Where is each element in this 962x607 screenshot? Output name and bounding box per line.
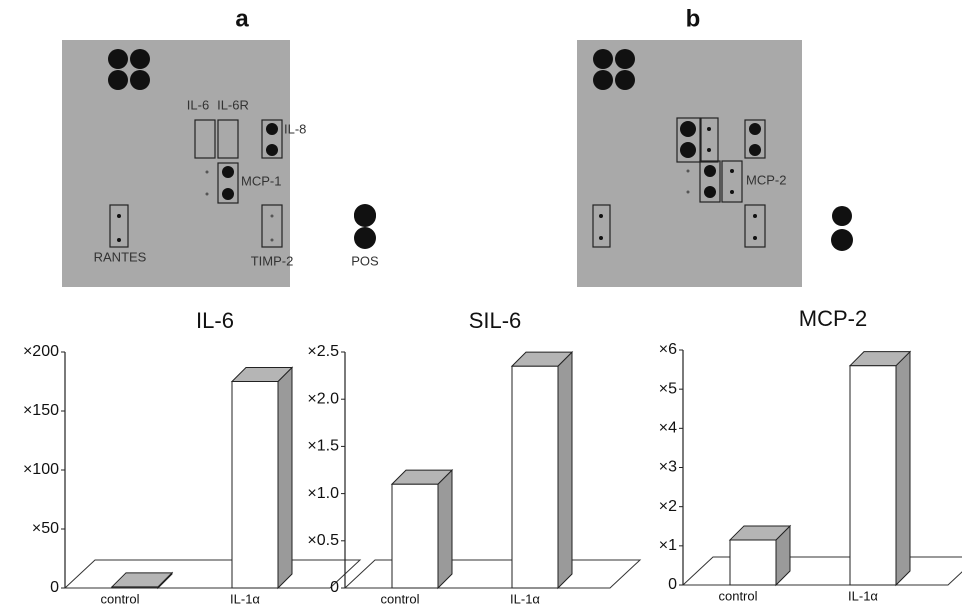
blot-b: b MCP-2 <box>577 5 853 287</box>
y-tick-label: ×1.0 <box>307 485 339 502</box>
floor <box>343 559 642 589</box>
spot-box <box>744 119 766 159</box>
y-tick-label: ×3 <box>659 459 677 476</box>
pos-spot <box>354 227 376 249</box>
y-tick-label: ×200 <box>23 343 59 360</box>
x-tick-label: IL-1α <box>230 591 260 606</box>
chart-title: IL-6 <box>196 308 234 333</box>
bar-top <box>728 525 792 541</box>
y-tick-label: ×1 <box>659 537 677 554</box>
y-tick-label: ×2 <box>659 498 677 515</box>
spot-box <box>676 117 701 163</box>
spot-box <box>592 204 611 248</box>
bar-top <box>848 351 912 367</box>
floor <box>63 559 362 589</box>
spot-box <box>194 119 216 159</box>
y-tick-label: ×4 <box>659 420 677 437</box>
x-tick-label: IL-1α <box>848 588 878 603</box>
spot-label: MCP-1 <box>241 173 281 188</box>
bar-top <box>510 351 574 367</box>
chart-title: MCP-2 <box>799 306 867 331</box>
spot-box <box>217 119 239 159</box>
bar-side <box>437 468 453 590</box>
spot-box <box>261 119 283 159</box>
panel-label: b <box>686 5 701 32</box>
y-tick-label: ×2.0 <box>307 390 339 407</box>
x-tick-label: control <box>100 591 139 606</box>
bar <box>511 365 559 589</box>
bar-side <box>895 350 911 587</box>
bar <box>849 365 897 586</box>
bar-side <box>557 350 573 590</box>
chart-title: SIL-6 <box>469 308 522 333</box>
spot-box <box>699 160 721 203</box>
y-tick-label: ×6 <box>659 341 677 358</box>
y-tick-label: ×1.5 <box>307 438 339 455</box>
bar-top <box>230 367 294 382</box>
spot-box <box>217 162 239 204</box>
pos-spot <box>354 205 376 227</box>
spot-box <box>700 117 719 163</box>
spot-label: IL-6R <box>217 97 249 112</box>
spot-box <box>721 160 743 203</box>
y-tick-label: 0 <box>330 579 339 596</box>
bar-side <box>277 366 293 590</box>
array-membrane <box>62 40 290 287</box>
spots <box>593 49 853 251</box>
y-tick-label: ×150 <box>23 402 59 419</box>
x-tick-label: control <box>380 591 419 606</box>
spot-label: RANTES <box>94 249 147 264</box>
y-tick-label: 0 <box>50 579 59 596</box>
spot-box <box>261 204 283 248</box>
bar-top <box>390 469 454 485</box>
y-tick-label: ×2.5 <box>307 343 339 360</box>
spot-label: POS <box>351 253 379 268</box>
y-tick-label: ×5 <box>659 380 677 397</box>
spot-label: TIMP-2 <box>251 253 294 268</box>
panel-label: a <box>235 5 249 32</box>
y-tick-label: ×50 <box>32 520 59 537</box>
y-tick-label: ×100 <box>23 461 59 478</box>
y-tick-label: 0 <box>668 576 677 593</box>
spot-box <box>744 204 766 248</box>
y-tick-label: ×0.5 <box>307 532 339 549</box>
bar-top <box>110 572 174 588</box>
x-tick-label: control <box>718 588 757 603</box>
blot-a: a IL-6 IL-6R IL-8 MCP-1 RANTES TIMP-2 PO… <box>62 5 379 287</box>
spot-label: MCP-2 <box>746 172 786 187</box>
spot-box <box>109 204 129 248</box>
floor <box>681 556 962 586</box>
bar <box>231 381 279 589</box>
bar <box>729 539 777 586</box>
spot-label: IL-8 <box>284 121 306 136</box>
spot-label: IL-6 <box>187 97 209 112</box>
bar <box>391 483 439 589</box>
x-tick-label: IL-1α <box>510 591 540 606</box>
